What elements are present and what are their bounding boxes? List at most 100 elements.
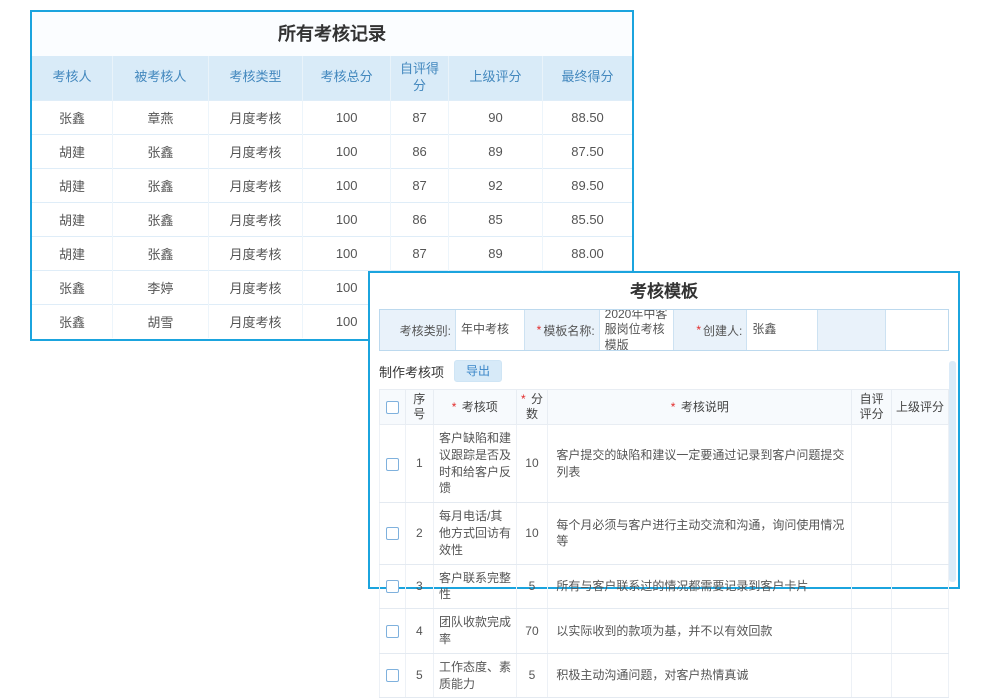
item-checkbox-cell	[379, 423, 406, 504]
item-superior-cell	[891, 608, 949, 654]
item-self-cell	[851, 608, 893, 654]
item-no-cell: 3	[404, 563, 435, 610]
row-checkbox[interactable]	[385, 580, 399, 594]
item-self-cell	[851, 502, 893, 565]
col-self-rating: 自评评分	[851, 389, 893, 425]
item-score-cell: 70	[515, 608, 549, 654]
record-row: 胡建 张鑫 月度考核 100 86 89 87.50	[32, 133, 632, 168]
record-cell: 月度考核	[208, 167, 304, 202]
col-item-desc: * 考核说明	[547, 389, 853, 425]
record-cell: 月度考核	[208, 235, 304, 270]
required-asterisk: *	[670, 399, 676, 414]
record-cell: 胡雪	[112, 303, 209, 338]
required-asterisk: *	[520, 392, 526, 406]
col-item-score: * 分数	[515, 389, 549, 425]
template-name-field[interactable]: 2020年中客服岗位考核模版	[598, 310, 674, 350]
col-item-name: * 考核项	[433, 389, 517, 425]
item-row: 3 客户联系完整性 5 所有与客户联系过的情况都需要记录到客户卡片	[379, 563, 949, 610]
item-score-cell: 10	[515, 423, 549, 504]
record-cell: 92	[448, 167, 544, 202]
row-checkbox[interactable]	[385, 669, 399, 683]
record-cell: 张鑫	[32, 269, 113, 304]
record-cell: 85.50	[542, 201, 632, 236]
category-value-field[interactable]: 年中考核	[454, 310, 524, 350]
item-checkbox-cell	[379, 563, 406, 610]
record-row: 胡建 张鑫 月度考核 100 86 85 85.50	[32, 201, 632, 236]
item-row: 2 每月电话/其他方式回访有效性 10 每个月必须与客户进行主动交流和沟通，询问使用情…	[379, 502, 949, 565]
items-header-row: 序号 * 考核项 * 分数 * 考核说明 自评评分 上级评分	[379, 389, 949, 425]
record-cell: 张鑫	[112, 133, 209, 168]
record-cell: 胡建	[32, 235, 113, 270]
export-button[interactable]: 导出	[454, 360, 503, 382]
item-checkbox-cell	[379, 608, 406, 654]
item-no-cell: 2	[404, 502, 435, 565]
col-assessor: 考核人	[32, 56, 113, 100]
record-row: 胡建 张鑫 月度考核 100 87 89 88.00	[32, 235, 632, 270]
col-item-no: 序号	[404, 389, 435, 425]
row-checkbox[interactable]	[385, 527, 399, 541]
item-item-cell: 每月电话/其他方式回访有效性	[433, 502, 517, 565]
record-cell: 89	[448, 133, 544, 168]
template-name-label: * 模板名称:	[523, 310, 599, 350]
item-score-cell: 5	[515, 563, 549, 610]
record-cell: 100	[302, 167, 392, 202]
record-cell: 100	[302, 99, 392, 134]
category-label: 考核类别:	[399, 323, 451, 338]
item-row: 5 工作态度、素质能力 5 积极主动沟通问题，对客户热情真诚	[379, 652, 949, 698]
item-item-cell: 工作态度、素质能力	[433, 652, 517, 698]
record-cell: 87	[390, 99, 449, 134]
row-checkbox[interactable]	[385, 624, 399, 638]
template-panel: 考核模板 考核类别: 年中考核 * 模板名称: 2020年中客服岗位考核模版 *…	[368, 271, 960, 698]
record-cell: 胡建	[32, 167, 113, 202]
item-self-cell	[851, 423, 893, 504]
col-superior-rating: 上级评分	[891, 389, 949, 425]
item-desc-cell: 所有与客户联系过的情况都需要记录到客户卡片	[547, 563, 853, 610]
record-cell: 李婷	[112, 269, 209, 304]
item-row: 1 客户缺陷和建议跟踪是否及时和给客户反馈 10 客户提交的缺陷和建议一定要通过记录到…	[379, 423, 949, 504]
record-cell: 张鑫	[32, 99, 113, 134]
select-all-checkbox[interactable]	[385, 400, 399, 414]
record-cell: 月度考核	[208, 201, 304, 236]
form-empty-cell	[816, 310, 886, 350]
make-items-label: 制作考核项	[379, 364, 445, 380]
record-cell: 月度考核	[208, 303, 304, 338]
template-form-bar: 考核类别: 年中考核 * 模板名称: 2020年中客服岗位考核模版 * 创建人:…	[379, 309, 949, 351]
item-no-cell: 5	[404, 652, 435, 698]
record-cell: 90	[448, 99, 544, 134]
vertical-scrollbar[interactable]	[949, 361, 956, 582]
record-cell: 张鑫	[112, 235, 209, 270]
item-desc-cell: 以实际收到的款项为基，并不以有效回款	[547, 608, 853, 654]
col-final-score: 最终得分	[542, 56, 632, 100]
item-superior-cell	[891, 502, 949, 565]
item-self-cell	[851, 652, 893, 698]
col-superior-score: 上级评分	[448, 56, 544, 100]
col-total-score: 考核总分	[302, 56, 392, 100]
item-score-cell: 10	[515, 502, 549, 565]
records-header-row: 考核人 被考核人 考核类型 考核总分 自评得分 上级评分 最终得分	[32, 56, 632, 100]
item-superior-cell	[891, 563, 949, 610]
item-item-cell: 客户联系完整性	[433, 563, 517, 610]
items-table-wrap: 序号 * 考核项 * 分数 * 考核说明 自评评分 上级评分	[379, 389, 949, 698]
record-cell: 87	[390, 235, 449, 270]
record-cell: 89	[448, 235, 544, 270]
item-item-cell: 团队收款完成率	[433, 608, 517, 654]
record-cell: 章燕	[112, 99, 209, 134]
item-score-cell: 5	[515, 652, 549, 698]
record-row: 张鑫 章燕 月度考核 100 87 90 88.50	[32, 99, 632, 134]
record-cell: 86	[390, 201, 449, 236]
record-cell: 87.50	[542, 133, 632, 168]
item-item-cell: 客户缺陷和建议跟踪是否及时和给客户反馈	[433, 423, 517, 504]
col-type: 考核类型	[208, 56, 304, 100]
item-no-cell: 4	[404, 608, 435, 654]
row-checkbox[interactable]	[385, 457, 399, 471]
record-cell: 胡建	[32, 133, 113, 168]
col-self-score: 自评得分	[390, 56, 449, 100]
item-checkbox-cell	[379, 652, 406, 698]
record-cell: 张鑫	[32, 303, 113, 338]
record-cell: 85	[448, 201, 544, 236]
creator-field[interactable]: 张鑫	[746, 310, 817, 350]
item-superior-cell	[891, 423, 949, 504]
item-self-cell	[851, 563, 893, 610]
template-panel-title: 考核模板	[630, 282, 698, 301]
items-toolbar: 制作考核项 导出	[379, 359, 949, 383]
